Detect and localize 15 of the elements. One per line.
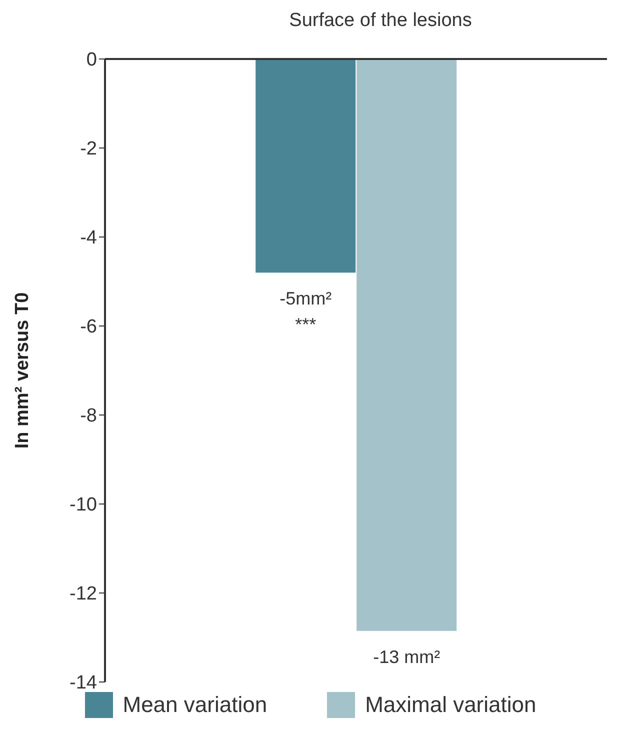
data-label: -13 mm² [373, 646, 440, 667]
annotation: *** [295, 314, 316, 335]
y-axis-title: In mm² versus T0 [12, 292, 33, 449]
y-tick-label: -12 [70, 584, 97, 605]
y-tick-label: -14 [70, 672, 98, 694]
legend-label: Mean variation [122, 692, 268, 718]
data-label: -5mm² [280, 288, 332, 309]
legend-label: Maximal variation [365, 692, 536, 718]
y-tick-label: -8 [80, 406, 97, 427]
y-tick-label: -10 [70, 494, 97, 516]
chart-title: Surface of the lesions [288, 9, 473, 33]
y-tick-label: -2 [80, 138, 97, 160]
y-tick-label: 0 [86, 50, 97, 71]
y-tick-label: -4 [80, 228, 98, 249]
y-tick-label: -6 [80, 316, 97, 338]
